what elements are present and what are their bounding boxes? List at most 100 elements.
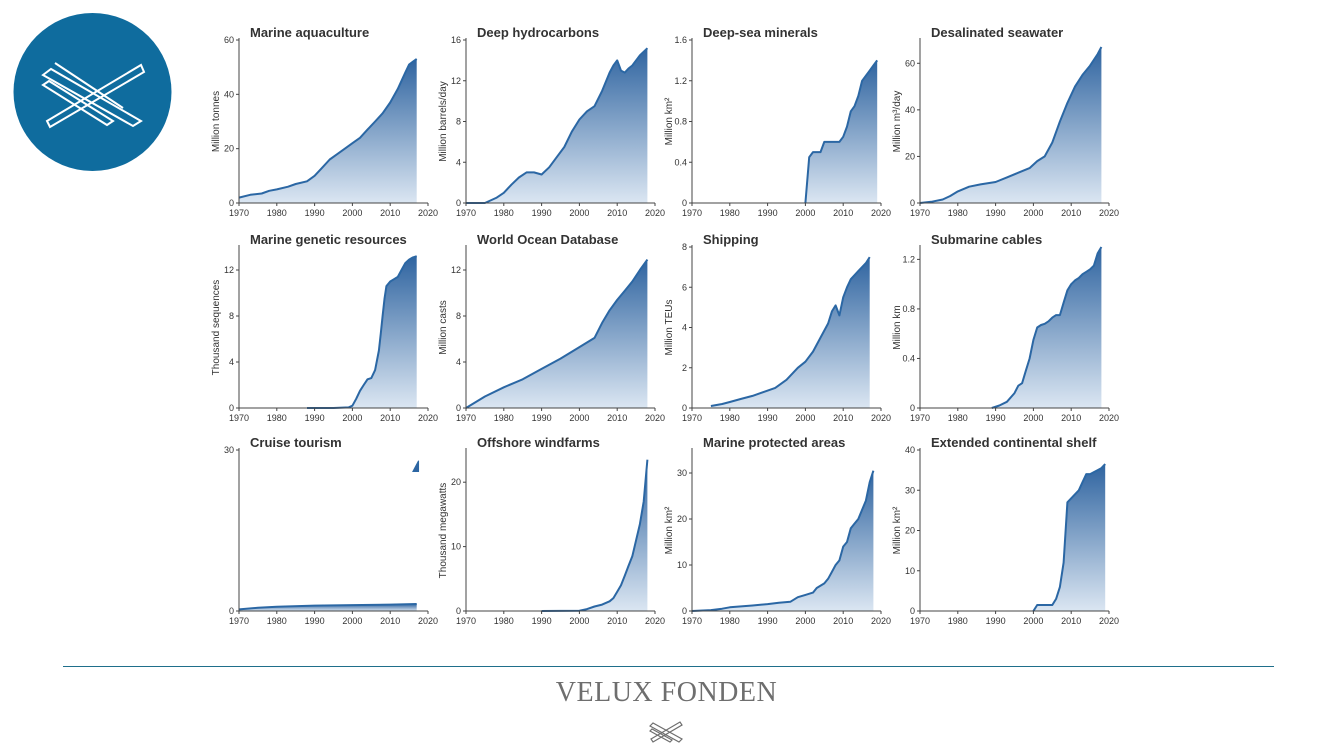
x-tick-label: 2020 (418, 413, 438, 423)
x-tick-label: 1970 (456, 208, 476, 218)
y-tick-label: 60 (224, 35, 234, 45)
y-tick-label: 16 (451, 35, 461, 45)
x-tick-label: 1990 (305, 616, 325, 626)
chart-panel: Shipping Million TEUs 1970 1980 1990 2000 2010… (664, 232, 891, 423)
x-tick-label: 2000 (569, 208, 589, 218)
x-tick-label: 2000 (342, 616, 362, 626)
x-tick-label: 2000 (795, 208, 815, 218)
x-tick-label: 1980 (948, 208, 968, 218)
x-tick-label: 1980 (267, 413, 287, 423)
chart-title: World Ocean Database (477, 232, 618, 247)
x-tick-label: 2020 (871, 616, 891, 626)
y-axis-label: Million km² (664, 506, 675, 554)
y-tick-label: 0.8 (902, 304, 915, 314)
x-tick-label: 2010 (833, 413, 853, 423)
y-tick-label: 10 (451, 542, 461, 552)
x-tick-label: 1990 (305, 208, 325, 218)
x-tick-label: 1980 (948, 413, 968, 423)
x-tick-label: 2020 (418, 208, 438, 218)
x-tick-label: 2010 (380, 413, 400, 423)
y-tick-label: 10 (677, 560, 687, 570)
y-tick-label: 20 (224, 144, 234, 154)
y-tick-label: 6 (682, 282, 687, 292)
series-line (691, 470, 875, 612)
x-tick-label: 2010 (833, 616, 853, 626)
chart-title: Deep-sea minerals (703, 25, 818, 40)
series-line (710, 256, 871, 407)
x-tick-label: 2020 (871, 413, 891, 423)
chart-title: Offshore windfarms (477, 435, 600, 450)
y-tick-label: 8 (229, 311, 234, 321)
series-area (466, 48, 648, 204)
x-tick-label: 2000 (1023, 616, 1043, 626)
y-axis-label: Million TEUs (664, 300, 675, 356)
x-tick-label: 1970 (682, 413, 702, 423)
y-tick-label: 10 (905, 566, 915, 576)
x-tick-label: 2010 (1061, 413, 1081, 423)
series-line (465, 259, 649, 409)
x-tick-label: 2020 (645, 616, 665, 626)
x-tick-label: 1990 (532, 413, 552, 423)
chart-panel: Deep hydrocarbons Million barrels/day 1970… (438, 25, 665, 218)
y-tick-label: 12 (451, 265, 461, 275)
y-tick-label: 0 (682, 198, 687, 208)
series-area (920, 47, 1102, 203)
series-line (919, 46, 1103, 204)
y-axis-label: Million km² (892, 506, 903, 554)
y-tick-label: 30 (677, 468, 687, 478)
y-tick-label: 0 (456, 606, 461, 616)
y-axis-label: Million barrels/day (438, 81, 449, 162)
small-multiples-charts: Marine aquaculture Million tonnes 1970 1980… (211, 25, 1119, 626)
x-tick-label: 1980 (494, 413, 514, 423)
x-tick-label: 1970 (682, 208, 702, 218)
chart-title: Cruise tourism (250, 435, 342, 450)
x-tick-label: 2000 (795, 413, 815, 423)
x-tick-label: 2000 (569, 413, 589, 423)
chart-panel: Marine protected areas Million km² 1970 198… (664, 435, 891, 626)
y-tick-label: 8 (456, 117, 461, 127)
y-tick-label: 40 (224, 89, 234, 99)
chart-title: Extended continental shelf (931, 435, 1097, 450)
x-tick-label: 2000 (1023, 208, 1043, 218)
x-tick-label: 1980 (720, 616, 740, 626)
y-tick-label: 0.4 (674, 157, 687, 167)
y-tick-label: 0.4 (902, 353, 915, 363)
series-line (541, 459, 649, 612)
series-area (466, 259, 648, 408)
x-tick-label: 1990 (532, 616, 552, 626)
x-tick-label: 1990 (986, 616, 1006, 626)
chart-panel: World Ocean Database Million casts 1970 198… (438, 232, 665, 423)
series-fragment (412, 460, 420, 472)
x-tick-label: 2020 (1099, 413, 1119, 423)
y-tick-label: 4 (456, 357, 461, 367)
chart-title: Shipping (703, 232, 759, 247)
x-tick-label: 1990 (532, 208, 552, 218)
y-tick-label: 20 (677, 514, 687, 524)
x-tick-label: 1980 (267, 208, 287, 218)
series-area (991, 247, 1102, 408)
x-tick-label: 1970 (682, 616, 702, 626)
x-tick-label: 2010 (1061, 208, 1081, 218)
y-tick-label: 1.2 (902, 254, 915, 264)
y-axis-label: Million km² (664, 97, 675, 145)
chart-panel: Offshore windfarms Thousand megawatts 1970… (438, 435, 665, 626)
x-tick-label: 2000 (795, 616, 815, 626)
series-area (692, 470, 874, 611)
x-tick-label: 2010 (607, 208, 627, 218)
chart-panel: Cruise tourism 1970 1980 1990 2000 2010 2020 0 3… (224, 435, 438, 626)
y-axis-label: Million casts (438, 300, 449, 354)
chart-title: Marine genetic resources (250, 232, 407, 247)
y-tick-label: 4 (682, 323, 687, 333)
y-tick-label: 8 (456, 311, 461, 321)
y-tick-label: 30 (905, 485, 915, 495)
x-tick-label: 1980 (494, 616, 514, 626)
x-tick-label: 2000 (1023, 413, 1043, 423)
x-tick-label: 1980 (720, 413, 740, 423)
y-tick-label: 60 (905, 58, 915, 68)
x-tick-label: 1990 (986, 413, 1006, 423)
y-tick-label: 4 (456, 157, 461, 167)
y-tick-label: 8 (682, 242, 687, 252)
y-tick-label: 0 (456, 198, 461, 208)
series-area (805, 60, 878, 204)
y-tick-label: 20 (905, 526, 915, 536)
